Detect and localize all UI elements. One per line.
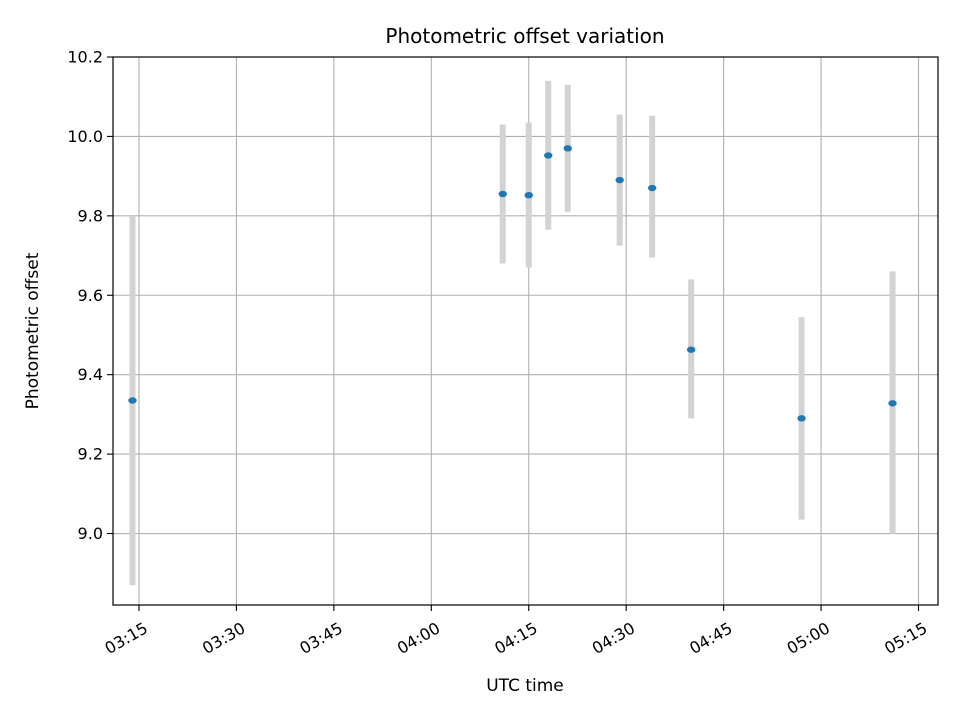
- y-tick-label: 9.4: [78, 365, 103, 384]
- data-point: [797, 415, 806, 422]
- data-point: [647, 184, 657, 192]
- y-tick-label: 9.2: [78, 445, 103, 464]
- data-point: [888, 400, 897, 407]
- y-tick-label: 10.0: [67, 127, 103, 146]
- y-tick-label: 9.6: [78, 286, 103, 305]
- x-axis-label: UTC time: [486, 676, 564, 696]
- chart-title: Photometric offset variation: [385, 24, 664, 48]
- grid: [113, 56, 938, 605]
- y-tick-label: 9.8: [78, 206, 103, 225]
- y-axis: 9.0 9.2 9.4 9.6 9.8 10.0 10.2: [67, 48, 113, 543]
- data-point: [524, 191, 533, 199]
- y-axis-label: Photometric offset: [23, 252, 43, 409]
- data-point: [498, 190, 507, 198]
- data-point: [615, 176, 624, 184]
- data-point: [563, 145, 572, 152]
- y-tick-label: 10.2: [67, 48, 103, 67]
- data-point: [128, 397, 137, 404]
- plot-frame: [112, 56, 939, 606]
- y-tick-label: 9.0: [78, 524, 103, 543]
- data-point: [544, 152, 553, 159]
- data-points: [128, 145, 897, 422]
- data-point: [686, 346, 696, 353]
